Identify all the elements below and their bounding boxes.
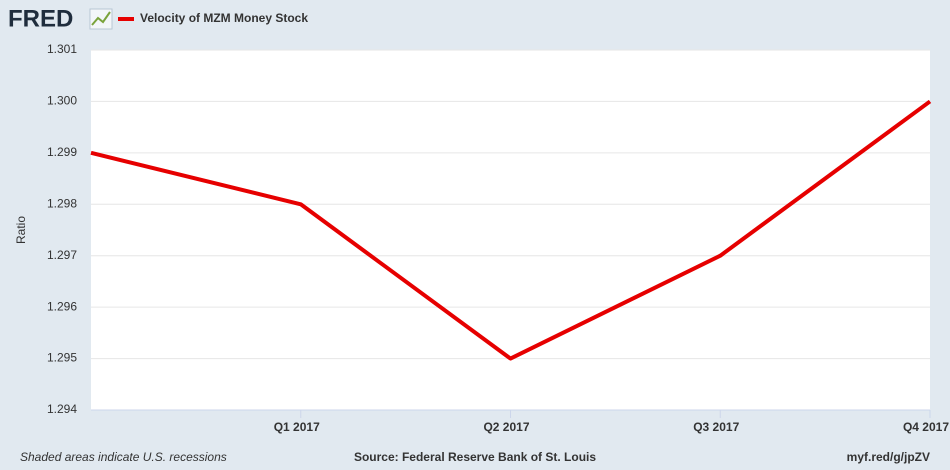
logo-icon-line (91, 11, 111, 26)
y-axis-label: Ratio (14, 216, 28, 244)
x-tick-label: Q1 2017 (274, 420, 320, 434)
plot-area (91, 50, 930, 410)
series-line (90, 99, 932, 361)
y-tick-label: 1.296 (47, 299, 77, 313)
footer-source: Source: Federal Reserve Bank of St. Loui… (354, 450, 596, 464)
x-tick-label: Q3 2017 (693, 420, 739, 434)
y-tick-label: 1.295 (47, 351, 77, 365)
y-tick-label: 1.299 (47, 145, 77, 159)
y-tick-label: 1.301 (47, 42, 77, 56)
x-tick-label: Q4 2017 (903, 420, 949, 434)
y-tick-label: 1.300 (47, 94, 77, 108)
legend-label: Velocity of MZM Money Stock (140, 11, 308, 25)
footer-link: myf.red/g/jpZV (847, 450, 930, 464)
logo: FRED (8, 5, 73, 32)
logo-icon (89, 8, 113, 30)
y-tick-label: 1.294 (47, 402, 77, 416)
y-tick-label: 1.297 (47, 248, 77, 262)
y-tick-label: 1.298 (47, 196, 77, 210)
footer-note: Shaded areas indicate U.S. recessions (20, 450, 227, 464)
x-tick-label: Q2 2017 (483, 420, 529, 434)
